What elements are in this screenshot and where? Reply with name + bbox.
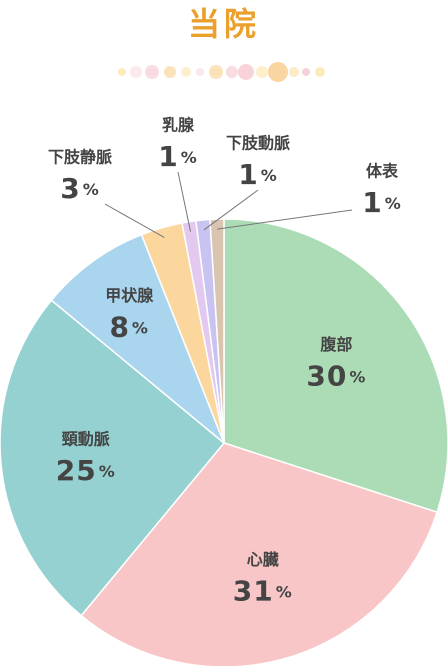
pie-slice xyxy=(80,442,438,666)
pie-slice xyxy=(223,218,448,514)
leader-line xyxy=(203,189,259,231)
leader-line xyxy=(177,171,192,232)
value-label: 30% xyxy=(306,359,366,392)
category-label: 腹部 xyxy=(320,335,352,354)
value-label: 3% xyxy=(60,172,100,205)
category-label: 乳腺 xyxy=(162,116,195,135)
value-label: 1% xyxy=(158,140,198,173)
value-label: 25% xyxy=(56,454,116,487)
category-label: 下肢動脈 xyxy=(226,134,290,153)
leader-line xyxy=(217,209,353,230)
category-label: 体表 xyxy=(366,162,399,181)
chart-title: 当院 xyxy=(188,5,260,43)
pie-slice xyxy=(0,299,226,617)
category-label: 頸動脈 xyxy=(62,430,110,449)
category-label: 甲状腺 xyxy=(105,286,154,305)
value-label: 8% xyxy=(109,311,149,344)
pie-slice xyxy=(50,233,225,444)
category-label: 心臓 xyxy=(247,550,279,569)
slices xyxy=(0,218,448,666)
value-label: 31% xyxy=(233,574,293,607)
value-label: 1% xyxy=(362,186,402,219)
value-label: 1% xyxy=(238,158,278,191)
decorative-dots xyxy=(118,62,325,82)
pie-slice xyxy=(209,218,225,444)
category-label: 下肢静脈 xyxy=(48,148,112,167)
leader-line xyxy=(104,203,165,238)
